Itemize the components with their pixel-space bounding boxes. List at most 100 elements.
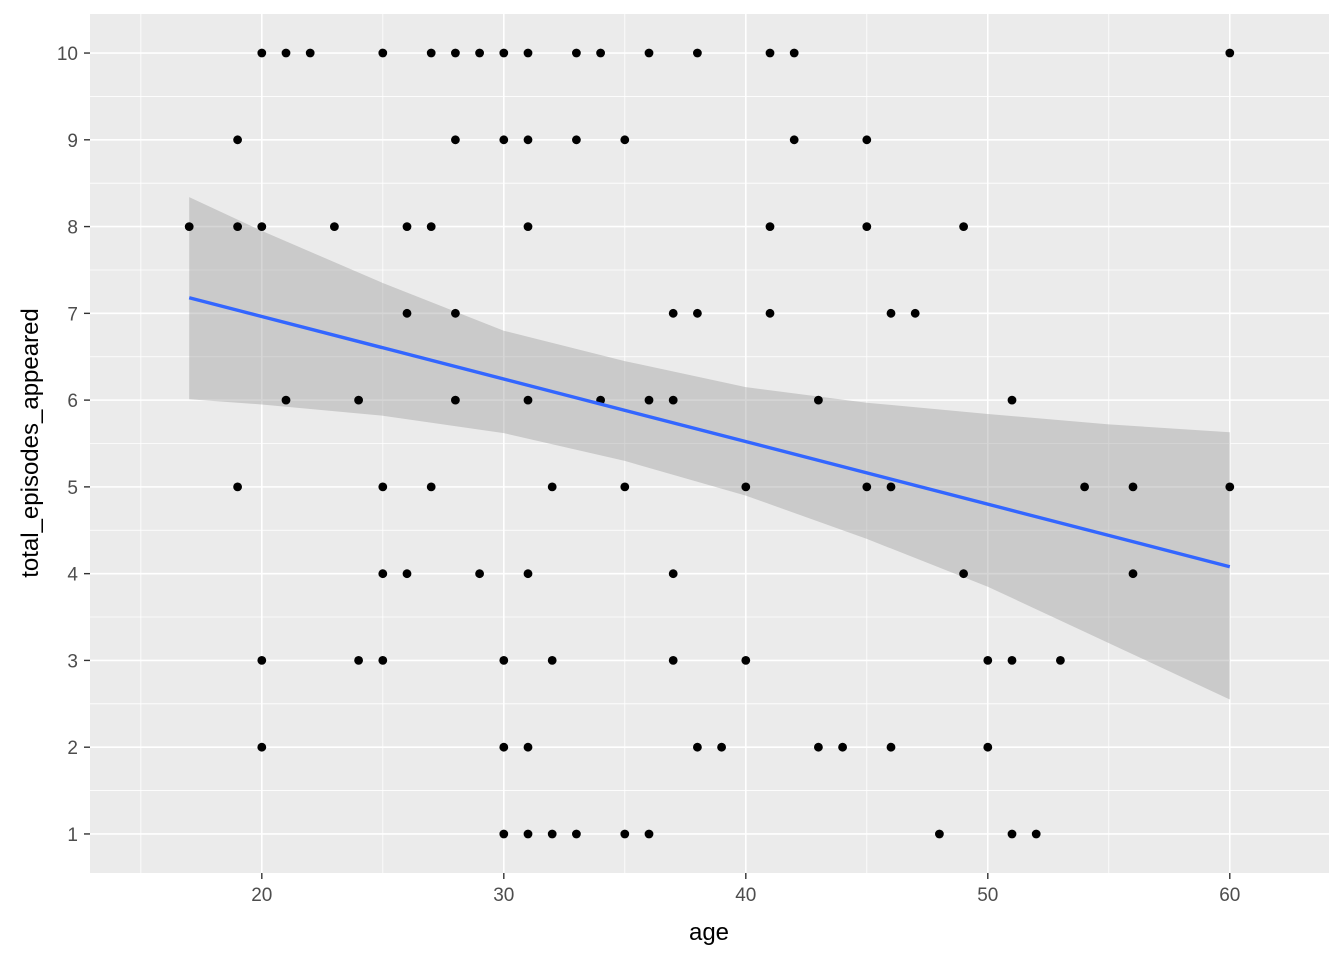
regression-line [188,296,1231,569]
data-point [451,395,460,405]
data-point [281,48,291,58]
y-tick-label: 10 [57,44,78,65]
data-point [354,395,363,405]
y-tick-label: 3 [67,651,78,672]
data-point [354,656,363,665]
data-point [523,569,533,579]
data-point [547,829,557,839]
data-point [620,829,630,839]
data-point [499,48,509,58]
y-axis-ticks: 1 2 3 4 5 6 7 8 9 10 [57,44,90,846]
data-point [451,135,460,145]
data-point [547,656,557,665]
data-point [862,482,872,492]
data-point [523,395,533,405]
data-point [838,742,847,752]
data-point [1007,656,1017,665]
data-point [378,656,388,665]
y-tick-label: 4 [67,565,78,586]
data-point [451,48,460,58]
y-tick-label: 1 [67,825,78,846]
data-point [499,742,509,752]
data-point [233,222,243,232]
data-point [184,222,194,232]
data-point [814,395,823,405]
y-tick-label: 9 [67,131,78,152]
data-point [426,482,436,492]
data-point [886,742,896,752]
data-point [475,48,484,58]
data-point [523,222,533,232]
y-tick-label: 7 [67,304,78,325]
data-point [644,395,654,405]
data-point [862,222,872,232]
data-point [789,135,799,145]
data-points [184,48,1235,839]
data-point [1080,482,1089,492]
data-point [596,48,605,58]
data-point [572,48,581,58]
data-point [305,48,315,58]
data-point [959,569,968,579]
data-point [499,135,509,145]
data-point [233,135,243,145]
y-tick-label: 5 [67,478,78,499]
data-point [1128,482,1138,492]
data-point [402,222,412,232]
major-gridlines [90,14,1329,873]
data-point [620,135,630,145]
data-point [499,829,509,839]
data-point [1225,48,1235,58]
data-point [402,569,412,579]
x-tick-label: 30 [493,885,514,906]
data-point [523,48,533,58]
data-point [983,742,993,752]
data-point [959,222,968,232]
data-point [378,48,388,58]
y-tick-label: 6 [67,391,78,412]
data-point [330,222,339,232]
data-point [572,135,581,145]
data-point [257,48,267,58]
data-point [1056,656,1065,665]
data-point [499,656,509,665]
data-point [741,482,751,492]
data-point [620,482,630,492]
data-point [378,569,388,579]
data-point [426,48,436,58]
data-point [862,135,872,145]
data-point [523,829,533,839]
data-point [547,482,557,492]
y-axis-title: total_episodes_appeared [17,308,44,578]
data-point [693,48,702,58]
data-point [281,395,291,405]
data-point [668,308,678,318]
x-tick-label: 20 [251,885,272,906]
data-point [668,656,678,665]
data-point [935,829,944,839]
data-point [1007,829,1017,839]
data-point [1225,482,1235,492]
data-point [1007,395,1017,405]
data-point [717,742,726,752]
data-point [426,222,436,232]
data-point [523,742,533,752]
data-point [523,135,533,145]
data-point [765,308,775,318]
data-point [886,308,896,318]
data-point [668,395,678,405]
regression-line-path [188,296,1231,569]
data-point [1128,569,1138,579]
data-point [693,742,702,752]
x-tick-label: 50 [977,885,998,906]
data-point [402,308,412,318]
data-point [886,482,896,492]
data-point [1031,829,1041,839]
data-point [814,742,823,752]
data-point [257,742,267,752]
data-point [378,482,388,492]
data-point [233,482,243,492]
x-tick-label: 40 [735,885,756,906]
confidence-band [189,197,1230,700]
